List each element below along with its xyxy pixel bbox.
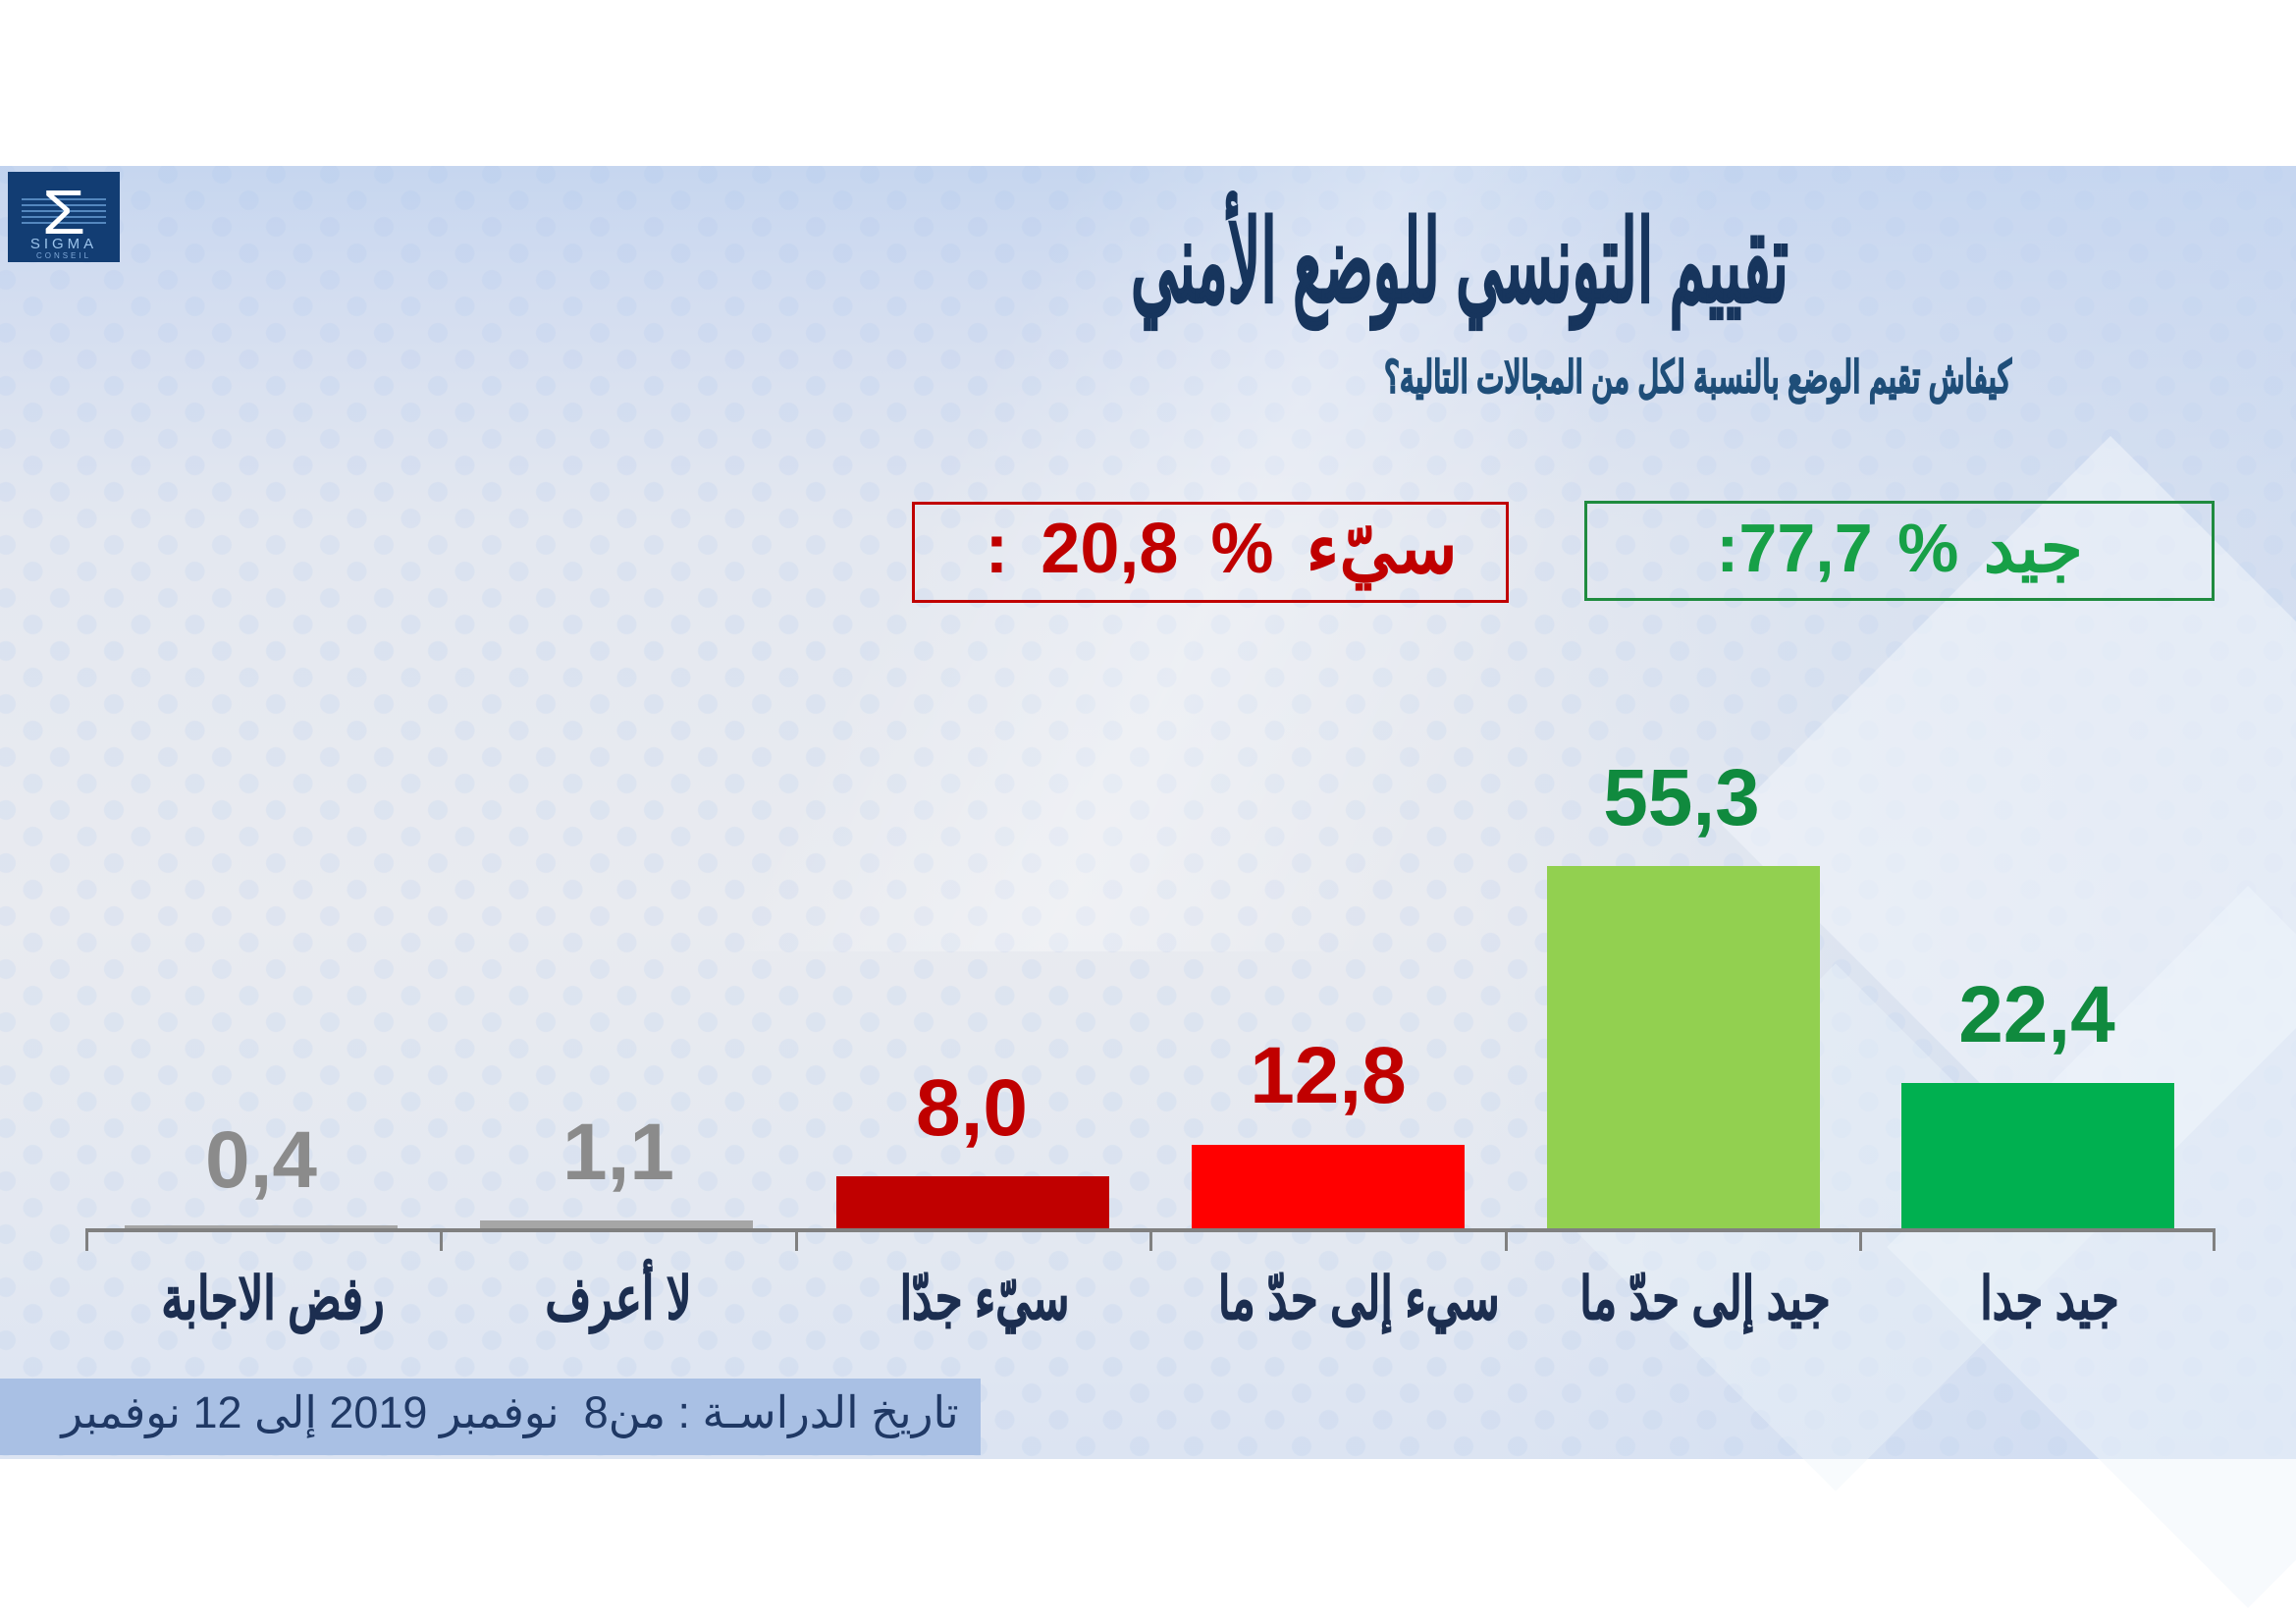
svg-text:SIGMA: SIGMA bbox=[30, 236, 97, 252]
svg-text:Σ: Σ bbox=[42, 178, 85, 248]
svg-text:CONSEIL: CONSEIL bbox=[36, 251, 91, 260]
